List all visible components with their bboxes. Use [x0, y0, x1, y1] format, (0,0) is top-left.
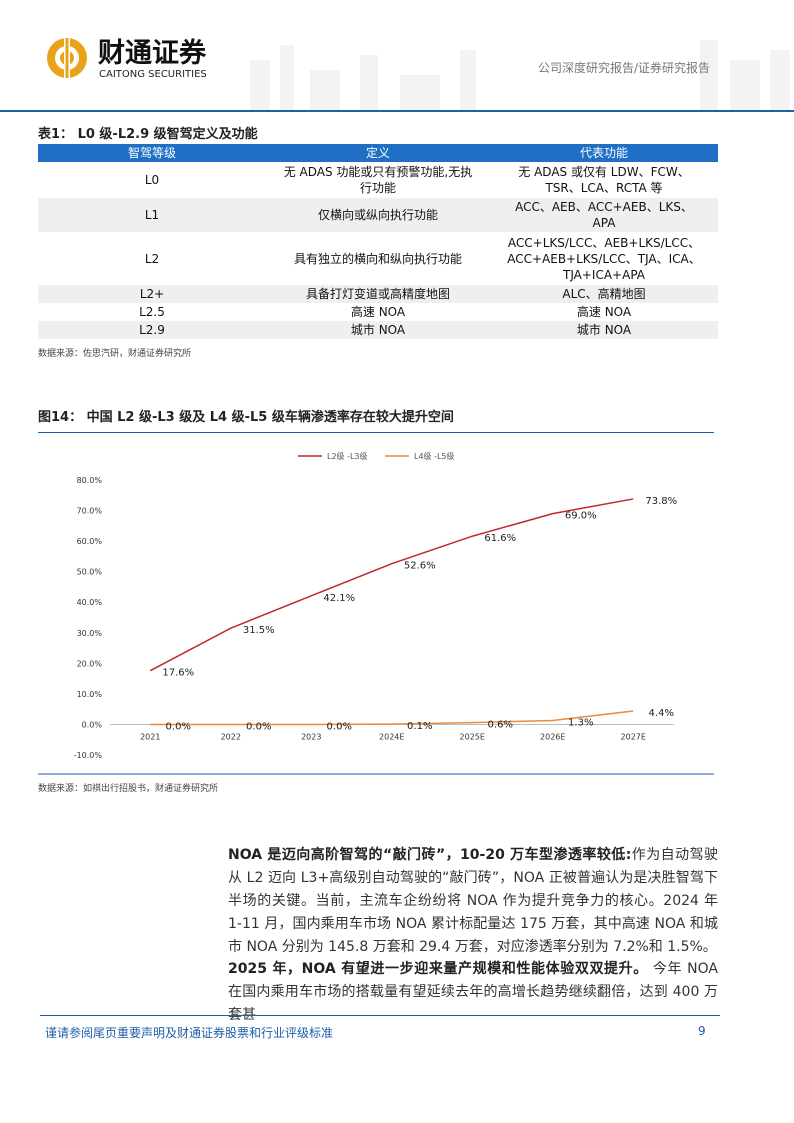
table-cell: ACC、AEB、ACC+AEB、LKS、APA: [490, 198, 718, 232]
header-graphics: 财通证券 CAITONG SECURITIES 公司深度研究报告/证券研究报告: [0, 36, 794, 112]
data-label: 1.3%: [568, 717, 593, 728]
footer-disclaimer: 谨请参阅尾页重要声明及财通证券股票和行业评级标准: [45, 1026, 334, 1040]
table-cell: L2: [144, 251, 160, 266]
table-cell: L1: [38, 198, 266, 232]
data-label: 4.4%: [649, 708, 674, 719]
logo: [47, 36, 87, 80]
legend-label: L4级 -L5级: [414, 451, 455, 461]
data-label: 42.1%: [323, 593, 355, 604]
figure-source: 数据来源：如祺出行招股书，财通证券研究所: [38, 784, 219, 794]
x-tick-label: 2027E: [621, 732, 646, 741]
table-cell: L2+: [38, 285, 266, 303]
table-cell: ALC、高精地图: [490, 285, 718, 303]
x-tick-label: 2024E: [379, 732, 404, 741]
table-row: L2.5 高速 NOA 高速 NOA: [38, 303, 718, 321]
table-title: 表1： L0 级-L2.9 级智驾定义及功能: [38, 127, 258, 142]
y-tick-label: 0.0%: [82, 720, 103, 729]
data-label: 31.5%: [243, 625, 275, 636]
y-tick-label: 10.0%: [77, 690, 103, 699]
x-tick-label: 2026E: [540, 732, 565, 741]
data-label: 0.0%: [327, 721, 352, 732]
series-line: [150, 710, 634, 726]
paragraph-lead: NOA 是迈向高阶智驾的“敲门砖”，10-20 万车型渗透率较低:: [228, 847, 632, 863]
table-cell: 具备打灯变道或高精度地图: [266, 285, 490, 303]
data-label: 0.0%: [246, 721, 271, 732]
skyline: [250, 40, 790, 110]
data-label: 52.6%: [404, 561, 436, 572]
x-tick-label: 2021: [140, 732, 160, 741]
footer-rule: [40, 1015, 720, 1016]
data-label: 0.0%: [166, 721, 191, 732]
column-header: 代表功能: [490, 144, 718, 162]
table-cell: L2.9: [38, 321, 266, 339]
table-row: L2 具有独立的横向和纵向执行功能 ACC+LKS/LCC、AEB+LKS/LCC、…: [38, 232, 718, 285]
report-type: 公司深度研究报告/证券研究报告: [538, 60, 710, 75]
paragraph-text: 作为自动驾驶从 L2 迈向 L3+高级别自动驾驶的“敲门砖”，NOA 正被普遍认…: [228, 847, 719, 955]
table-cell: L2.5: [139, 305, 165, 319]
paragraph: NOA 是迈向高阶智驾的“敲门砖”，10-20 万车型渗透率较低:作为自动驾驶从…: [228, 844, 718, 959]
table-source: 数据来源：佐思汽研，财通证券研究所: [38, 349, 192, 359]
figure-title: 图14： 中国 L2 级-L3 级及 L4 级-L5 级车辆渗透率存在较大提升空…: [38, 410, 454, 425]
paragraph-lead: 2025 年，NOA 有望进一步迎来量产规模和性能体验双双提升。: [228, 961, 648, 977]
x-tick-label: 2025E: [460, 732, 485, 741]
brand-en: CAITONG SECURITIES: [99, 69, 207, 80]
x-tick-label: 2023: [301, 732, 321, 741]
chart: -10.0% 0.0% 10.0% 20.0% 30.0% 40.0% 50.0% 60.0%…: [38, 432, 714, 775]
table-cell: 高速 NOA: [576, 305, 632, 319]
table-cell: 高速 NOA: [350, 305, 406, 319]
table-cell: 城市 NOA: [266, 321, 490, 339]
series-line: [149, 498, 634, 672]
y-tick-label: 20.0%: [77, 659, 103, 668]
paragraph: 2025 年，NOA 有望进一步迎来量产规模和性能体验双双提升。 今年 NOA …: [228, 958, 718, 1027]
data-label: 17.6%: [162, 668, 194, 679]
table-cell: 具有独立的横向和纵向执行功能: [293, 251, 462, 266]
table-row: L1 仅横向或纵向执行功能 ACC、AEB、ACC+AEB、LKS、APA: [38, 198, 718, 232]
data-label: 0.6%: [488, 720, 513, 731]
table-cell: 无 ADAS 功能或只有预警功能,无执行功能: [283, 165, 473, 195]
table: 智驾等级 定义 代表功能 L0 无 ADAS 功能或只有预警功能,无执行功能 无 ADAS…: [38, 144, 718, 339]
table-row: L0 无 ADAS 功能或只有预警功能,无执行功能 无 ADAS 或仅有 LDW、F…: [38, 162, 718, 198]
page-number: 9: [698, 1024, 706, 1038]
brand: 财通证券: [98, 37, 207, 69]
data-label: 61.6%: [484, 533, 516, 544]
table-cell: ACC+LKS/LCC、AEB+LKS/LCC、ACC+AEB+LKS/LCC、…: [507, 235, 701, 282]
table-cell: 无 ADAS 或仅有 LDW、FCW、TSR、LCA、RCTA 等: [518, 165, 690, 195]
column-header: 定义: [266, 144, 490, 162]
table-row: L2+ 具备打灯变道或高精度地图 ALC、高精地图: [38, 285, 718, 303]
table-row: L2.9 城市 NOA 城市 NOA: [38, 321, 718, 339]
data-label: 73.8%: [645, 496, 677, 507]
column-header: 智驾等级: [38, 144, 266, 162]
y-tick-label: 80.0%: [77, 476, 103, 485]
table-cell: 城市 NOA: [490, 321, 718, 339]
y-tick-label: -10.0%: [74, 751, 103, 760]
header-rule: [0, 110, 794, 112]
y-tick-label: 60.0%: [77, 537, 103, 546]
table-cell: L0: [144, 173, 160, 187]
y-tick-label: 30.0%: [77, 629, 103, 638]
data-label: 69.0%: [565, 511, 597, 522]
table-cell: 仅横向或纵向执行功能: [266, 198, 490, 232]
y-tick-label: 70.0%: [77, 507, 103, 516]
y-tick-label: 50.0%: [77, 568, 103, 577]
data-label: 0.1%: [407, 721, 432, 732]
x-tick-label: 2022: [221, 732, 241, 741]
y-tick-label: 40.0%: [77, 598, 103, 607]
legend-label: L2级 -L3级: [327, 451, 368, 461]
